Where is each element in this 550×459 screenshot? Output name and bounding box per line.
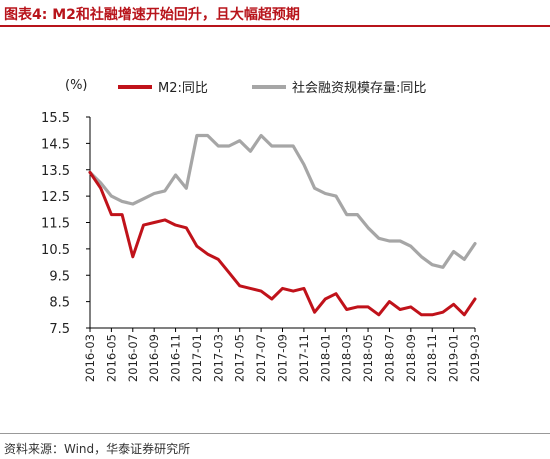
x-tick-label: 2017-07 xyxy=(254,334,268,382)
legend-item-tsf: 社会融资规模存量:同比 xyxy=(252,77,426,96)
x-tick-label: 2016-05 xyxy=(104,334,118,382)
x-tick-label: 2019-01 xyxy=(447,334,461,382)
y-tick-label: 11.5 xyxy=(41,217,70,232)
legend-label-m2: M2:同比 xyxy=(158,81,208,96)
legend-swatch-tsf xyxy=(252,84,286,89)
x-tick-label: 2017-03 xyxy=(211,334,225,382)
y-tick-label: 7.5 xyxy=(49,322,70,337)
x-tick-label: 2018-09 xyxy=(404,334,418,382)
x-tick-label: 2017-05 xyxy=(233,334,247,382)
y-tick-label: 9.5 xyxy=(49,269,70,284)
y-tick-label: 12.5 xyxy=(41,190,70,205)
x-tick-label: 2017-11 xyxy=(297,334,311,382)
x-tick-label: 2016-03 xyxy=(83,334,97,382)
y-axis-unit-label: (%) xyxy=(65,78,88,93)
y-tick-label: 8.5 xyxy=(49,296,70,311)
y-tick-label: 10.5 xyxy=(41,243,70,258)
x-tick-label: 2018-03 xyxy=(340,334,354,382)
y-tick-label: 15.5 xyxy=(41,111,70,126)
x-tick-label: 2018-11 xyxy=(425,334,439,382)
x-tick-label: 2016-11 xyxy=(169,334,183,382)
line-chart: 15.5 14.5 13.5 12.5 11.5 10.5 9.5 8.5 7.5 2016-03… xyxy=(41,111,482,382)
source-note: 资料来源：Wind，华泰证券研究所 xyxy=(4,442,191,456)
x-tick-label: 2016-09 xyxy=(147,334,161,382)
x-tick-label: 2017-09 xyxy=(276,334,290,382)
legend-item-m2: M2:同比 xyxy=(118,77,208,96)
x-tick-label: 2018-07 xyxy=(382,334,396,382)
x-tick-label: 2019-03 xyxy=(468,334,482,382)
y-tick-label: 13.5 xyxy=(41,164,70,179)
series-line-tsf xyxy=(88,133,477,269)
legend-swatch-m2 xyxy=(118,84,152,89)
footer-divider xyxy=(0,433,550,434)
x-tick-label: 2017-01 xyxy=(190,334,204,382)
x-tick-label: 2016-07 xyxy=(126,334,140,382)
series-line-m2 xyxy=(88,170,477,317)
y-tick-label: 14.5 xyxy=(41,137,70,152)
legend-label-tsf: 社会融资规模存量:同比 xyxy=(292,81,427,96)
figure-title-bar: 图表4: M2和社融增速开始回升，且大幅超预期 xyxy=(0,0,550,27)
x-tick-label: 2018-05 xyxy=(361,334,375,382)
figure-title: 图表4: M2和社融增速开始回升，且大幅超预期 xyxy=(4,7,300,23)
x-tick-label: 2018-01 xyxy=(318,334,332,382)
